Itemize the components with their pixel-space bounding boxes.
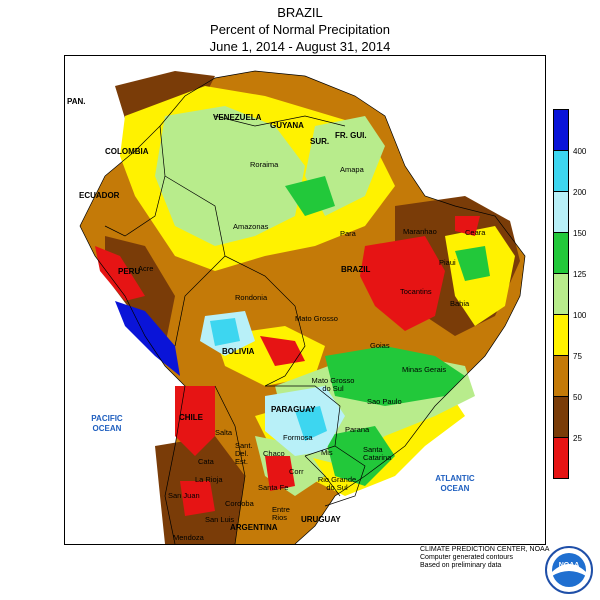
- label-roraima: Roraima: [250, 160, 279, 169]
- light-green-north: [155, 106, 305, 246]
- label-santa-fe: Santa Fe: [258, 483, 289, 492]
- red-argentina-1: [265, 456, 295, 491]
- legend-tick-75: 75: [573, 352, 582, 361]
- red-bolivia: [260, 336, 305, 366]
- label-acre: Acre: [138, 264, 154, 273]
- cyan-bolivia: [210, 318, 240, 346]
- blue-peru-coast: [115, 301, 180, 376]
- label-cordoba: Cordoba: [225, 499, 254, 508]
- label-sant-del-est: Sant. Del. Est.: [235, 441, 253, 466]
- label-colombia: COLOMBIA: [105, 147, 149, 156]
- title-country: BRAZIL: [277, 5, 323, 20]
- legend-tick-400: 400: [573, 147, 587, 156]
- label-minas-gerais: Minas Gerais: [402, 365, 447, 374]
- label-amapa: Amapa: [340, 165, 364, 174]
- label-brazil: BRAZIL: [341, 265, 371, 274]
- label-corrientes: Corr: [289, 467, 304, 476]
- label-rio-grande-do-sul: Rio Grande do Sul: [317, 475, 357, 492]
- legend-swatch-75-100: [553, 314, 569, 356]
- label-goias: Goias: [370, 341, 390, 350]
- label-parana: Parana: [345, 425, 370, 434]
- label-piaui: Piaui: [439, 258, 456, 267]
- map-canvas: [79, 70, 526, 544]
- legend-swatch-over-400: [553, 109, 569, 151]
- label-salta: Salta: [215, 428, 233, 437]
- label-venezuela: VENEZUELA: [213, 113, 262, 122]
- legend-swatch-25-50: [553, 396, 569, 438]
- label-uruguay: URUGUAY: [301, 515, 341, 524]
- label-chaco: Chaco: [263, 449, 285, 458]
- label-tocantins: Tocantins: [400, 287, 432, 296]
- label-peru: PERU: [118, 267, 141, 276]
- label-pacific-ocean: PACIFIC OCEAN: [91, 414, 123, 433]
- label-paraguay: PARAGUAY: [271, 405, 316, 414]
- country-borders: [79, 70, 526, 544]
- label-san-juan: San Juan: [168, 491, 200, 500]
- credit-agency: CLIMATE PREDICTION CENTER, NOAA: [420, 546, 550, 553]
- label-atlantic-ocean: ATLANTIC OCEAN: [435, 474, 475, 493]
- red-peru: [95, 246, 145, 301]
- green-south: [325, 426, 395, 486]
- color-legend: [553, 109, 569, 479]
- label-bolivia: BOLIVIA: [222, 347, 255, 356]
- legend-swatch-50-75: [553, 355, 569, 397]
- legend-swatch-under-25: [553, 437, 569, 479]
- legend-tick-25: 25: [573, 434, 582, 443]
- red-ceara: [455, 216, 480, 236]
- noaa-logo: NOAA: [545, 546, 593, 594]
- precipitation-map: VENEZUELA GUYANA SUR. FR. GUI. COLOMBIA …: [64, 55, 546, 545]
- legend-tick-50: 50: [573, 393, 582, 402]
- label-maranhao: Maranhao: [403, 227, 437, 236]
- label-entre-rios: Entre Rios: [272, 505, 290, 522]
- legend-swatch-125-150: [553, 232, 569, 274]
- label-amazonas: Amazonas: [233, 222, 269, 231]
- label-mendoza: Mendoza: [173, 533, 204, 542]
- label-la-rioja: La Rioja: [195, 475, 223, 484]
- green-mato-grosso: [325, 346, 465, 406]
- label-misiones: Mis: [321, 448, 333, 457]
- red-tocantins: [360, 236, 445, 331]
- legend-swatch-200-400: [553, 150, 569, 192]
- green-amazonas: [285, 176, 335, 216]
- label-santa-catarina: Santa Catarina: [363, 445, 392, 462]
- red-chile: [175, 386, 215, 456]
- title-metric: Percent of Normal Precipitation: [210, 22, 390, 37]
- label-fr-guiana: FR. GUI.: [335, 131, 367, 140]
- label-bahia: Bahia: [450, 299, 470, 308]
- label-mato-grosso-do-sul: Mato Grosso do Sul: [311, 376, 355, 393]
- legend-swatch-150-200: [553, 191, 569, 233]
- legend-tick-100: 100: [573, 311, 587, 320]
- label-catamarca: Cata: [198, 457, 214, 466]
- noaa-logo-text: NOAA: [559, 562, 580, 569]
- label-formosa: Formosa: [283, 433, 313, 442]
- legend-tick-125: 125: [573, 270, 587, 279]
- green-east: [455, 246, 490, 281]
- map-title: BRAZIL Percent of Normal Precipitation J…: [0, 4, 600, 55]
- red-argentina-2: [180, 481, 215, 516]
- title-date-range: June 1, 2014 - August 31, 2014: [209, 39, 391, 54]
- label-sao-paulo: Sao Paulo: [367, 397, 402, 406]
- label-ecuador: ECUADOR: [79, 191, 120, 200]
- credit-method: Computer generated contours: [420, 554, 513, 561]
- cyan-paraguay: [295, 406, 327, 441]
- legend-swatch-100-125: [553, 273, 569, 315]
- credit-block: CLIMATE PREDICTION CENTER, NOAA Computer…: [420, 546, 549, 570]
- label-ceara: Ceara: [465, 228, 486, 237]
- label-mato-grosso: Mato Grosso: [295, 314, 338, 323]
- label-rondonia: Rondonia: [235, 293, 268, 302]
- label-panama: PAN.: [67, 97, 86, 106]
- legend-tick-150: 150: [573, 229, 587, 238]
- legend-tick-200: 200: [573, 188, 587, 197]
- label-suriname: SUR.: [310, 137, 330, 146]
- credit-data-note: Based on preliminary data: [420, 562, 502, 569]
- label-para: Para: [340, 229, 356, 238]
- label-argentina: ARGENTINA: [230, 523, 278, 532]
- label-san-luis: San Luis: [205, 515, 235, 524]
- label-chile: CHILE: [179, 413, 203, 422]
- label-guyana: GUYANA: [270, 121, 304, 130]
